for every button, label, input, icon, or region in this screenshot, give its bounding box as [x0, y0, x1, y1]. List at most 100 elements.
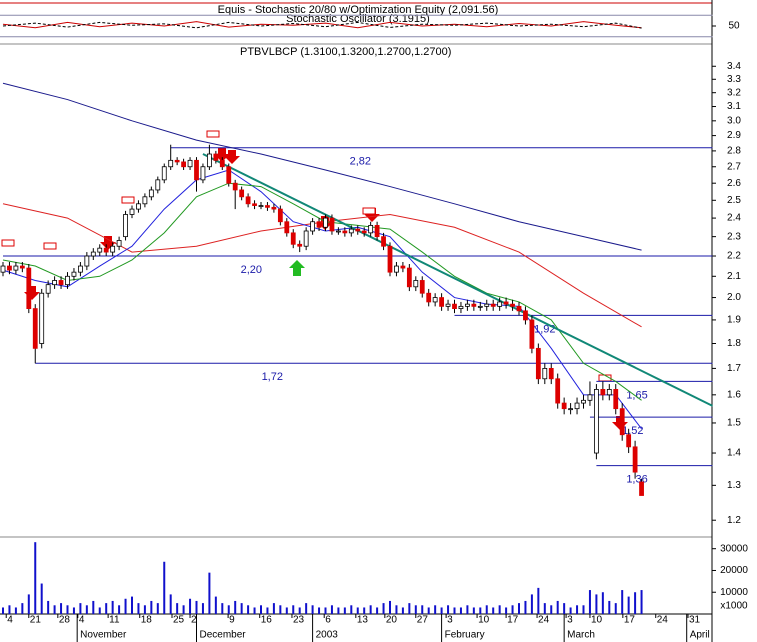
volume-bar	[227, 605, 230, 614]
candle-body	[555, 378, 561, 404]
volume-bar	[176, 603, 179, 614]
volume-bar	[66, 605, 69, 614]
volume-bar	[414, 605, 417, 614]
month-label: March	[567, 630, 595, 641]
y-tick-label: 3.2	[727, 87, 741, 98]
volume-bar	[492, 607, 495, 614]
candle-body	[71, 271, 77, 277]
volume-bar	[530, 594, 533, 614]
candle-body	[303, 230, 309, 247]
y-tick-label: 2.9	[727, 130, 741, 141]
series-line	[2, 21, 642, 29]
volume-bar	[563, 603, 566, 614]
volume-bar	[182, 605, 185, 614]
candle-body	[316, 221, 322, 228]
series-line	[2, 169, 642, 430]
volume-bar	[537, 587, 540, 614]
candle-body	[355, 228, 361, 232]
volume-bar	[621, 590, 624, 614]
volume-bar	[588, 590, 591, 614]
volume-bar	[627, 596, 630, 614]
candle-body	[187, 159, 193, 168]
candle-body	[413, 280, 419, 288]
volume-bar	[85, 605, 88, 614]
volume-bar	[72, 607, 75, 614]
x-tick-label: 20	[386, 615, 398, 626]
volume-bar	[576, 605, 579, 614]
volume-bar	[14, 607, 17, 614]
candle-body	[84, 255, 90, 267]
level-label: 1,36	[626, 474, 647, 486]
month-label: April	[690, 630, 710, 641]
volume-bar	[324, 607, 327, 614]
level-label: 2,20	[241, 264, 262, 276]
volume-bar	[292, 605, 295, 614]
x-tick-label: 16	[261, 615, 273, 626]
y-tick-label: 2.7	[727, 161, 741, 172]
candle-body	[78, 265, 83, 273]
volume-bar	[472, 607, 475, 614]
candle-body	[458, 305, 464, 309]
candle-body	[568, 408, 573, 411]
candle-body	[32, 308, 38, 349]
x-tick-label: 10	[591, 615, 603, 626]
volume-bar	[272, 603, 275, 614]
sell-arrow	[100, 236, 116, 250]
x-tick-label: 27	[417, 615, 429, 626]
candle-body	[503, 301, 509, 305]
candle-body	[426, 292, 432, 303]
volume-bar	[498, 605, 501, 614]
volume-bar	[395, 605, 398, 614]
volume-bar	[518, 603, 520, 614]
candle-body	[361, 230, 367, 234]
month-label: November	[80, 630, 127, 641]
y-tick-label: 1.5	[727, 418, 741, 429]
candle-body	[258, 205, 264, 207]
volume-bar	[234, 600, 237, 614]
month-label: February	[445, 630, 485, 641]
candle-body	[613, 389, 619, 410]
candle-body	[265, 205, 270, 208]
candle-body	[587, 394, 593, 401]
candle-body	[535, 347, 541, 380]
candle-body	[161, 166, 167, 181]
stoch-subtitle: Stochastic Oscillator (3.1915)	[286, 13, 430, 25]
candle-body	[52, 280, 57, 286]
x-tick-label: 10	[478, 615, 490, 626]
x-tick-label: 13	[357, 615, 369, 626]
volume-bar	[260, 605, 262, 614]
x-tick-label: 31	[689, 615, 701, 626]
volume-bar	[389, 600, 391, 614]
volume-bar	[401, 607, 404, 614]
candle-body	[464, 303, 470, 307]
candle-body	[348, 228, 354, 234]
volume-bar	[79, 603, 82, 614]
volume-bar	[111, 600, 114, 614]
x-tick-label: 18	[141, 615, 153, 626]
candle-body	[45, 284, 51, 294]
stoch-title: Equis - Stochastic 20/80 w/Optimization …	[218, 4, 499, 16]
candle-body	[155, 179, 161, 191]
candle-body	[368, 225, 374, 234]
volume-bar	[143, 605, 146, 614]
volume-bar	[543, 603, 546, 614]
y-tick-label: 2.0	[727, 292, 741, 303]
y-tick-label: 10000	[720, 587, 748, 598]
y-tick-label: 2.5	[727, 195, 741, 206]
candle-body	[510, 303, 515, 307]
volume-bar	[214, 596, 217, 614]
candle-body	[116, 240, 122, 247]
candle-body	[200, 166, 206, 181]
x-tick-label: 3	[447, 615, 453, 626]
candle-body	[406, 267, 412, 288]
y-tick-label: 30000	[720, 543, 748, 554]
signal-box	[362, 207, 376, 215]
y-tick-label: 3.3	[727, 74, 741, 85]
candle-body	[168, 159, 174, 168]
y-tick-label: 2.2	[727, 251, 741, 262]
volume-bar	[640, 590, 643, 614]
candle-body	[129, 208, 135, 215]
volume-unit: x1000	[720, 601, 748, 612]
volume-bar	[569, 607, 572, 614]
volume-bar	[47, 600, 50, 614]
